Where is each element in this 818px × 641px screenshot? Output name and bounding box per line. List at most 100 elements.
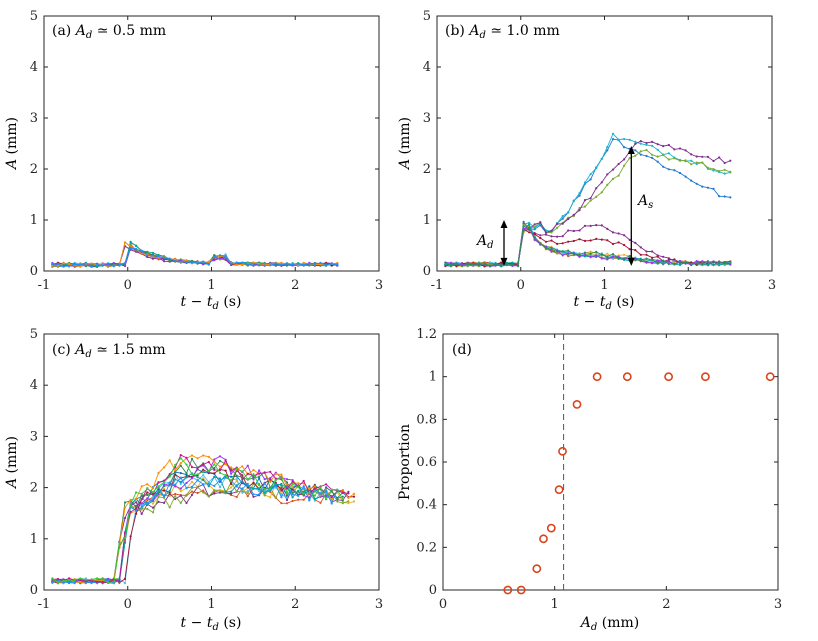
panel-b-ytick-label: 2	[423, 162, 431, 177]
panel-b-series-point	[656, 255, 659, 258]
panel-c-series-point	[336, 500, 339, 503]
panel-c-series-point	[269, 496, 272, 499]
panel-b-series-point	[684, 159, 687, 162]
panel-c-series-point	[230, 490, 233, 493]
panel-b-ylabel: A (mm)	[397, 117, 413, 171]
panel-c-series-point	[190, 473, 194, 476]
panel-c-ytick-label: 1	[30, 532, 38, 547]
panel-c-series-point	[230, 469, 233, 472]
panel-b-series-point	[684, 261, 687, 264]
panel-d-ytick-label: 0.8	[416, 412, 437, 427]
panel-a-series-point	[202, 260, 205, 263]
panel-b-series-point	[723, 161, 726, 165]
panel-c-series-point	[285, 485, 289, 488]
panel-b-series-point	[606, 227, 609, 230]
panel-a-series-point	[336, 263, 339, 266]
panel-b-series-point	[712, 168, 715, 171]
panel-c-series-point	[280, 502, 283, 505]
panel-a-series-point	[252, 261, 255, 264]
panel-c-series-point	[157, 485, 160, 488]
panel-b-series-point	[611, 168, 615, 171]
panel-c-ytick-label: 0	[30, 583, 38, 598]
panel-c-series-point	[123, 506, 127, 509]
panel-b-series-point	[561, 215, 564, 218]
panel-a-series-point	[224, 258, 227, 261]
panel-b-series-point	[701, 155, 704, 158]
panel-a-series-point	[96, 265, 99, 268]
panel-b-series-point	[444, 263, 447, 266]
panel-c-series-point	[280, 476, 283, 479]
panel-c-series-point	[129, 502, 132, 506]
panel-c-series-point	[291, 493, 294, 496]
panel-a-series-point	[274, 262, 277, 265]
panel-c-series-point	[252, 478, 255, 481]
panel-c-series-point	[174, 483, 177, 486]
panel-c-series-point	[224, 476, 227, 479]
panel-b-axes-box	[436, 15, 773, 272]
panel-a-series-point	[241, 261, 244, 264]
panel-c-series-line	[52, 481, 349, 584]
panel-c-series-point	[163, 495, 166, 498]
panel-c-series-point	[202, 470, 205, 473]
panel-a-series-point	[146, 254, 149, 257]
panel-b-xtick-label: -1	[431, 278, 444, 293]
panel-b-series-point	[712, 260, 715, 263]
panel-c-series-point	[252, 481, 255, 484]
panel-b-series-point	[634, 140, 637, 143]
panel-b-series-point	[639, 246, 642, 249]
panel-b-series-point	[639, 253, 642, 256]
panel-b-series-point	[639, 258, 642, 261]
panel-c-series-point	[118, 543, 121, 546]
panel-c-series-point	[224, 491, 227, 494]
panel-b-series-point	[701, 263, 704, 266]
panel-c-series-point	[341, 498, 344, 501]
panel-b-series-point	[550, 250, 553, 253]
panel-c-series-point	[224, 462, 227, 465]
panel-b-series-point	[589, 224, 592, 227]
panel-c-series-point	[330, 502, 333, 505]
panel-c-series-point	[196, 466, 199, 470]
panel-b-series-point	[595, 195, 598, 198]
panel-b-series-point	[528, 227, 531, 230]
panel-c-ylabel: A (mm)	[4, 436, 20, 490]
panel-b-series-point	[667, 143, 670, 147]
panel-b-series-point	[729, 260, 732, 263]
panel-a-series-point	[112, 265, 115, 268]
panel-b-series-point	[522, 223, 525, 226]
panel-b-series-point	[522, 225, 525, 228]
panel-c-series-point	[319, 501, 322, 504]
panel-b-series-point	[718, 261, 721, 264]
panel-c-series-point	[140, 512, 143, 516]
panel-a-xtick-label: 1	[207, 278, 215, 293]
panel-c-series-point	[135, 497, 138, 500]
panel-c-series-point	[218, 455, 222, 458]
panel-c-series-point	[213, 472, 216, 475]
panel-b-series-point	[706, 155, 710, 158]
panel-b-series-point	[684, 149, 687, 152]
panel-c-series-point	[285, 487, 289, 490]
panel-c-series-point	[252, 493, 255, 496]
panel-c-series-point	[202, 454, 205, 457]
panel-c-series-point	[202, 468, 205, 471]
panel-c-series-point	[252, 476, 255, 479]
panel-c-series-point	[84, 581, 87, 584]
panel-b-series-point	[611, 255, 615, 258]
panel-c-series-point	[263, 494, 266, 497]
panel-c-series-point	[207, 481, 210, 484]
panel-c-series-point	[157, 481, 160, 484]
panel-c-series-point	[123, 582, 127, 585]
panel-c-series-point	[230, 466, 233, 469]
proportion-point	[572, 399, 582, 409]
panel-c-series-point	[218, 479, 222, 482]
panel-b-series-point	[695, 161, 698, 164]
panel-c-series-point	[179, 490, 182, 493]
panel-c-series-point	[230, 482, 233, 486]
panel-b-series-point	[600, 157, 603, 160]
panel-b-series-point	[706, 260, 710, 263]
panel-b-series-point	[645, 143, 648, 146]
panel-a-xtick-label: 3	[375, 278, 383, 293]
panel-c-series-point	[352, 500, 356, 503]
panel-c-series-point	[140, 502, 143, 505]
panel-a-series-point	[218, 254, 222, 257]
